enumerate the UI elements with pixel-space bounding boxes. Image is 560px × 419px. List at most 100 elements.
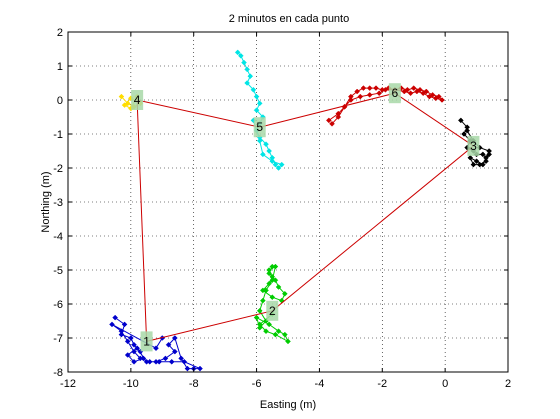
data-point — [260, 297, 266, 304]
waypoint-label: 1 — [143, 334, 150, 348]
data-point — [348, 97, 354, 103]
x-tick-label: -6 — [252, 378, 262, 390]
data-point — [480, 161, 486, 168]
data-point — [326, 117, 332, 124]
data-point — [275, 284, 282, 290]
data-point — [470, 161, 477, 168]
data-point — [256, 137, 263, 144]
waypoint-layer: 1 2 3 4 5 6 — [131, 83, 480, 352]
data-point — [250, 86, 257, 93]
data-point — [461, 131, 467, 137]
data-point — [109, 321, 115, 328]
data-point — [128, 335, 134, 341]
data-point — [269, 277, 276, 284]
data-point — [464, 127, 470, 134]
data-point — [118, 328, 125, 335]
data-point — [275, 328, 282, 335]
data-point — [241, 59, 247, 66]
grid — [68, 32, 508, 372]
data-point — [263, 328, 269, 335]
y-tick-label: 0 — [57, 95, 63, 107]
data-point — [118, 93, 125, 100]
data-point — [467, 154, 474, 161]
x-tick-label: -4 — [315, 378, 325, 390]
data-point — [263, 287, 269, 294]
data-point — [354, 88, 360, 95]
waypoint-box — [467, 135, 480, 156]
data-point — [244, 80, 250, 86]
data-point — [253, 314, 260, 321]
data-point — [282, 331, 288, 338]
data-point — [140, 355, 147, 362]
data-point — [414, 88, 420, 95]
data-point — [137, 355, 144, 362]
data-point — [285, 338, 291, 345]
data-point — [247, 73, 254, 80]
data-point — [278, 161, 285, 168]
data-point — [244, 66, 250, 73]
data-point — [382, 86, 389, 93]
data-point — [486, 148, 492, 154]
data-point — [146, 358, 153, 365]
data-point — [253, 107, 260, 114]
data-point — [137, 348, 144, 355]
data-point — [269, 158, 276, 165]
x-tick-label: -8 — [189, 378, 199, 390]
data-point — [376, 90, 382, 97]
data-point — [168, 358, 175, 365]
y-tick-label: -8 — [53, 367, 63, 379]
data-point — [269, 294, 276, 301]
y-tick-label: -4 — [53, 231, 63, 243]
data-point — [366, 85, 373, 91]
data-point — [184, 365, 191, 372]
data-point — [256, 100, 263, 107]
y-tick-label: 2 — [57, 27, 63, 39]
data-point — [357, 93, 364, 100]
y-tick-label: -5 — [53, 265, 63, 277]
data-point — [473, 158, 480, 165]
data-point — [266, 321, 272, 328]
y-tick-label: -2 — [53, 163, 63, 175]
data-point — [275, 165, 282, 171]
x-tick-label: 2 — [505, 378, 511, 390]
y-tick-label: -7 — [53, 333, 63, 345]
y-tick-label: -3 — [53, 197, 63, 209]
x-tick-label: -12 — [60, 378, 76, 390]
data-point — [272, 277, 279, 284]
waypoint-label: 5 — [256, 120, 263, 134]
data-point — [272, 263, 279, 270]
y-axis-label: Northing (m) — [40, 171, 52, 232]
data-point — [439, 97, 445, 103]
data-point — [253, 93, 260, 100]
y-tick-label: 1 — [57, 61, 63, 73]
waypoint-label: 3 — [470, 139, 477, 153]
data-point — [131, 358, 137, 365]
data-point — [121, 102, 128, 108]
waypoint-box — [388, 83, 401, 104]
data-point — [266, 267, 272, 273]
data-point — [165, 341, 172, 348]
x-tick-label: 0 — [442, 378, 448, 390]
data-point — [197, 365, 203, 372]
data-point — [134, 345, 140, 352]
data-point — [432, 95, 439, 102]
data-point — [410, 85, 417, 91]
data-point — [260, 151, 266, 158]
waypoint-label: 4 — [134, 93, 141, 107]
data-point — [480, 151, 486, 158]
data-point — [282, 290, 288, 297]
data-point — [373, 85, 379, 91]
data-point — [124, 352, 131, 358]
data-point — [131, 348, 137, 355]
waypoint-box — [253, 117, 266, 138]
data-point — [420, 90, 426, 97]
x-tick-label: -2 — [377, 378, 387, 390]
data-point — [256, 321, 263, 328]
waypoint-box — [266, 300, 279, 321]
data-point — [266, 280, 272, 287]
data-point — [131, 341, 137, 348]
waypoint-label: 2 — [269, 304, 276, 318]
y-tick-label: -6 — [53, 299, 63, 311]
